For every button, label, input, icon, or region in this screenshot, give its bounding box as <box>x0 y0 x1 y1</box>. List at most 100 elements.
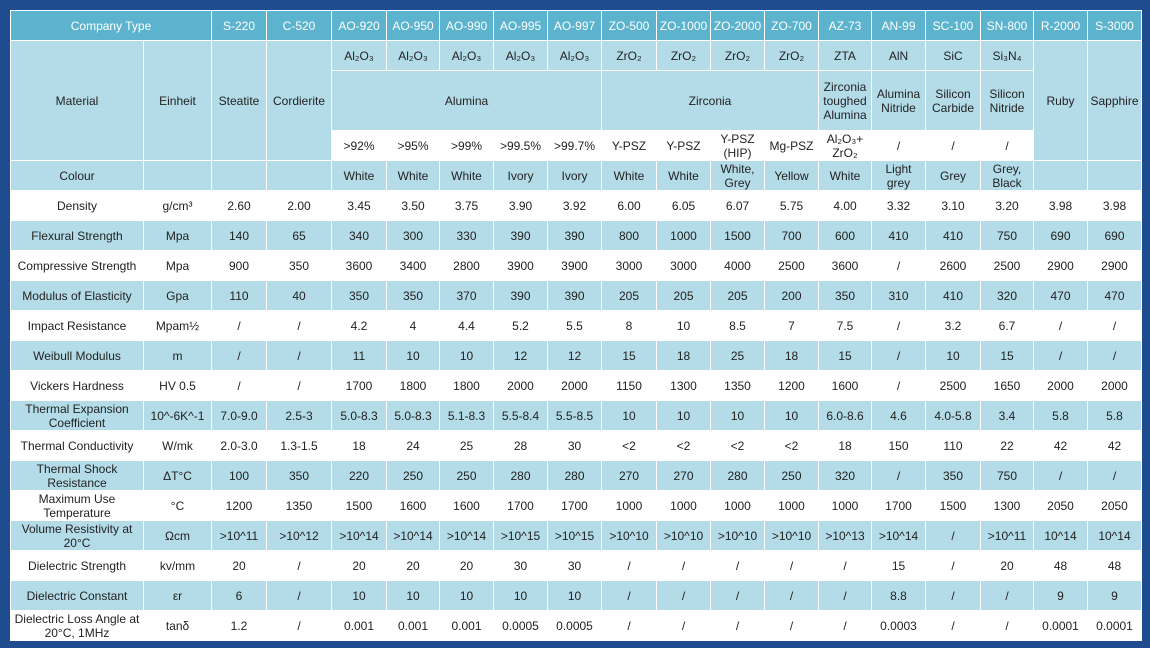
value-cell: / <box>764 550 819 581</box>
value-cell: 5.5 <box>547 310 602 341</box>
value-cell: 6.0-8.6 <box>818 400 872 431</box>
formula-cell: AlN <box>871 40 926 71</box>
value-cell: 1350 <box>266 490 332 521</box>
value-cell: 10 <box>601 400 657 431</box>
value-cell: 250 <box>439 460 494 491</box>
value-cell: 1000 <box>656 490 711 521</box>
value-cell: 4.2 <box>331 310 387 341</box>
value-cell: 1000 <box>818 490 872 521</box>
property-row: Impact Resistance Mpam½ //4.2 4 4.4 5.2 5.5 8 10… <box>10 310 1142 341</box>
material-table: Company Type S-220 C-520 AO-920 AO-950 AO-990… <box>10 10 1142 641</box>
value-cell: 600 <box>818 220 872 251</box>
value-cell: 48 <box>1033 550 1088 581</box>
value-cell: 5.2 <box>493 310 548 341</box>
formula-cell: Al₂O₃ <box>547 40 602 71</box>
header-cell: SC-100 <box>925 10 981 41</box>
value-cell: 800 <box>601 220 657 251</box>
value-cell: <2 <box>710 430 765 461</box>
value-cell: / <box>211 370 267 401</box>
value-cell: 10^14 <box>1087 520 1142 551</box>
value-cell: 8.8 <box>871 580 926 611</box>
header-cell: R-2000 <box>1033 10 1088 41</box>
value-cell: 220 <box>331 460 387 491</box>
header-cell: S-220 <box>211 10 267 41</box>
value-cell: 2500 <box>764 250 819 281</box>
value-cell: / <box>925 580 981 611</box>
colour-cell: Grey <box>925 160 981 191</box>
grade-cell: >99% <box>439 130 494 161</box>
table-frame: Company Type S-220 C-520 AO-920 AO-950 AO-990… <box>10 10 1142 641</box>
value-cell: 280 <box>710 460 765 491</box>
value-cell: 470 <box>1087 280 1142 311</box>
value-cell: 2000 <box>493 370 548 401</box>
value-cell: 24 <box>386 430 440 461</box>
colour-row: Colour White White White Ivory Ivory White Whit… <box>10 160 1142 191</box>
value-cell: 4.6 <box>871 400 926 431</box>
value-cell: 5.1-8.3 <box>439 400 494 431</box>
unit-cell: kv/mm <box>143 550 212 581</box>
value-cell: 4000 <box>710 250 765 281</box>
colour-cell: Ivory <box>493 160 548 191</box>
value-cell: 5.5-8.5 <box>547 400 602 431</box>
value-cell: / <box>1033 310 1088 341</box>
value-cell: 1350 <box>710 370 765 401</box>
header-cell: AO-997 <box>547 10 602 41</box>
value-cell: / <box>925 520 981 551</box>
value-cell: 250 <box>386 460 440 491</box>
value-cell: 2.0-3.0 <box>211 430 267 461</box>
property-row: Weibull Modulus m //11 10 10 12 12 15 18 25 18 15/1… <box>10 340 1142 371</box>
value-cell: >10^14 <box>439 520 494 551</box>
value-cell: 48 <box>1087 550 1142 581</box>
family-row: Alumina Zirconia Zirconia toughed Alumina A… <box>11 70 1142 131</box>
value-cell: 1500 <box>331 490 387 521</box>
value-cell: 30 <box>547 430 602 461</box>
value-cell: 350 <box>266 250 332 281</box>
value-cell: 4.0-5.8 <box>925 400 981 431</box>
grade-cell: / <box>871 130 926 161</box>
value-cell: 42 <box>1033 430 1088 461</box>
value-cell: 1.3-1.5 <box>266 430 332 461</box>
value-cell: 2050 <box>1033 490 1088 521</box>
value-cell: 10 <box>547 580 602 611</box>
value-cell: 410 <box>871 220 926 251</box>
value-cell: / <box>871 340 926 371</box>
row-label: Dielectric Loss Angle at 20°C, 1MHz <box>10 610 144 641</box>
value-cell: 0.001 <box>331 610 387 641</box>
value-cell: 2600 <box>925 250 981 281</box>
formula-cell: Si₃N₄ <box>980 40 1034 71</box>
value-cell: 1800 <box>439 370 494 401</box>
value-cell: 320 <box>980 280 1034 311</box>
value-cell: 11 <box>331 340 387 371</box>
value-cell: 350 <box>266 460 332 491</box>
value-cell: 3.98 <box>1087 190 1142 221</box>
property-row: Dielectric Loss Angle at 20°C, 1MHz tanδ 1… <box>10 610 1142 641</box>
value-cell: / <box>871 310 926 341</box>
value-cell: 15 <box>601 340 657 371</box>
value-cell: 18 <box>331 430 387 461</box>
colour-cell: White <box>386 160 440 191</box>
family-cell: Zirconia <box>601 70 819 131</box>
grade-cell: >99.5% <box>493 130 548 161</box>
value-cell: / <box>211 310 267 341</box>
row-label: Material <box>10 40 144 161</box>
value-cell: / <box>818 550 872 581</box>
value-cell: 5.75 <box>764 190 819 221</box>
formula-cell: ZrO₂ <box>601 40 657 71</box>
property-row: Modulus of Elasticity Gpa 110 40 350 350 370 39… <box>10 280 1142 311</box>
value-cell: 0.0001 <box>1033 610 1088 641</box>
colour-cell: Grey, Black <box>980 160 1034 191</box>
header-cell: AN-99 <box>871 10 926 41</box>
value-cell: 1200 <box>211 490 267 521</box>
family-cell: Silicon Nitride <box>980 70 1034 131</box>
formula-row: Material Einheit Steatite Cordierite Al₂O₃ Al… <box>10 40 1142 161</box>
value-cell: 6.7 <box>980 310 1034 341</box>
value-cell: >10^15 <box>547 520 602 551</box>
value-cell: >10^10 <box>764 520 819 551</box>
header-cell: ZO-500 <box>601 10 657 41</box>
value-cell: 2900 <box>1033 250 1088 281</box>
value-cell: 3.10 <box>925 190 981 221</box>
value-cell: 690 <box>1033 220 1088 251</box>
value-cell: 750 <box>980 460 1034 491</box>
unit-cell: tanδ <box>143 610 212 641</box>
